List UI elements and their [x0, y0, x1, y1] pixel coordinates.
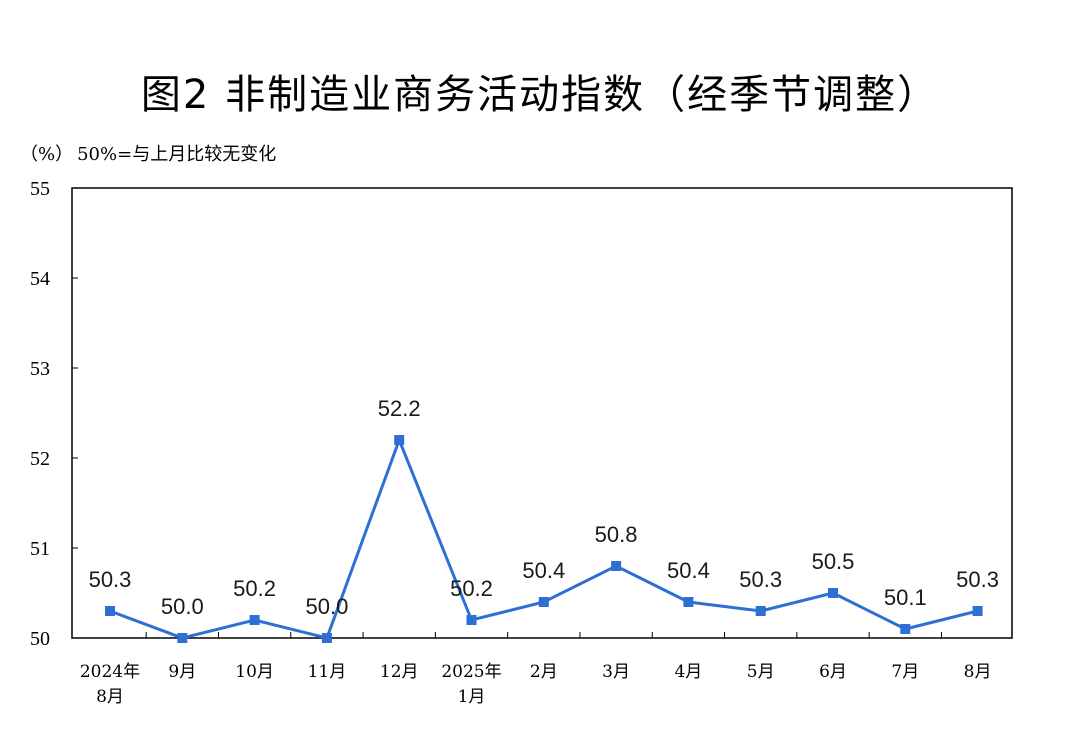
y-tick-label: 51 — [30, 538, 50, 560]
data-label: 50.1 — [884, 585, 927, 610]
y-tick-label: 54 — [30, 268, 50, 290]
data-label: 50.2 — [450, 576, 493, 601]
data-label: 50.2 — [233, 576, 276, 601]
data-point — [321, 633, 332, 643]
chart-title: 图2 非制造业商务活动指数（经季节调整） — [140, 72, 940, 118]
x-tick-label: 6月 — [819, 662, 847, 682]
data-point — [611, 561, 622, 571]
data-point — [972, 606, 983, 616]
y-axis-unit: （%） — [20, 144, 74, 165]
data-label: 50.4 — [522, 558, 565, 583]
data-point — [900, 624, 911, 634]
data-label: 50.0 — [305, 594, 348, 619]
data-point — [105, 606, 115, 616]
data-point — [394, 435, 405, 445]
data-label: 50.3 — [89, 567, 132, 592]
data-point — [828, 588, 838, 598]
data-label: 52.2 — [378, 396, 421, 421]
baseline-note: 50%=与上月比较无变化 — [77, 144, 277, 165]
data-point — [538, 597, 549, 607]
x-tick-label: 8月 — [964, 662, 992, 682]
x-tick-label: 5月 — [747, 662, 775, 682]
y-tick-label: 52 — [30, 448, 50, 470]
y-tick-label: 55 — [30, 178, 50, 200]
data-point — [177, 633, 188, 643]
chart-unit-note: （%） 50%=与上月比较无变化 — [20, 140, 276, 166]
x-tick-label: 4月 — [674, 662, 702, 682]
data-point — [755, 606, 766, 616]
data-point — [249, 615, 260, 625]
x-tick-label: 2025年 — [441, 662, 501, 682]
series-line — [109, 435, 978, 640]
x-tick-label: 7月 — [891, 662, 919, 682]
x-tick-label: 8月 — [96, 687, 124, 707]
y-tick-label: 50 — [30, 628, 50, 650]
data-label: 50.4 — [667, 558, 710, 583]
plot-frame — [71, 187, 1013, 639]
x-tick-label: 11月 — [308, 662, 347, 682]
y-tick-label: 53 — [30, 358, 50, 380]
data-point — [683, 597, 694, 607]
x-tick-label: 1月 — [458, 687, 486, 707]
data-label: 50.8 — [595, 522, 638, 547]
data-label: 50.3 — [956, 567, 999, 592]
x-tick-label: 2024年 — [80, 662, 140, 682]
x-tick-label: 12月 — [380, 662, 419, 682]
x-tick-label: 3月 — [602, 662, 630, 682]
x-tick-label: 2月 — [530, 662, 558, 682]
x-tick-label: 9月 — [168, 662, 196, 682]
data-label: 50.5 — [812, 549, 855, 574]
data-label: 50.0 — [161, 594, 204, 619]
x-tick-label: 10月 — [235, 662, 274, 682]
data-label: 50.3 — [739, 567, 782, 592]
data-point — [466, 615, 477, 625]
